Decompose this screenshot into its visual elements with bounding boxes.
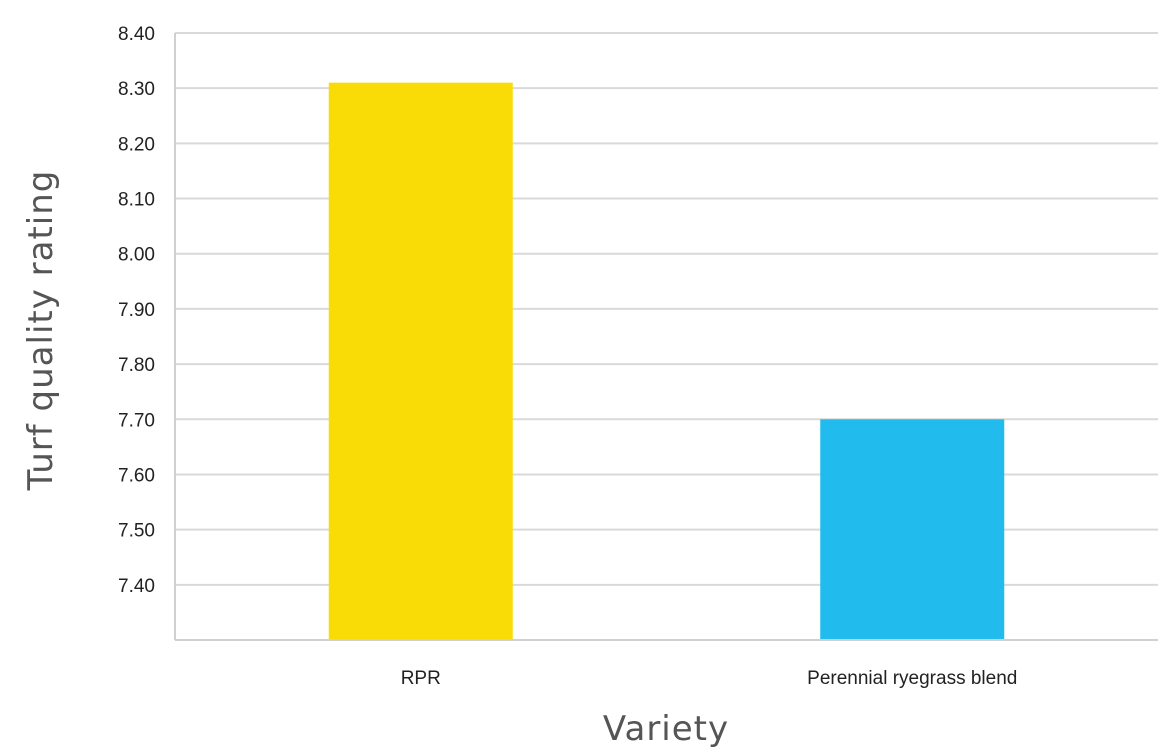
y-tick-label: 7.60	[118, 465, 155, 486]
x-tick-label: Perennial ryegrass blend	[807, 668, 1017, 689]
bar-rpr	[328, 82, 513, 640]
x-tick-labels: RPR Perennial ryegrass blend	[401, 668, 1018, 689]
bar-perennial-ryegrass-blend	[820, 419, 1005, 640]
y-tick-label: 7.40	[118, 576, 155, 597]
y-tick-label: 8.20	[118, 134, 155, 155]
y-tick-label: 7.70	[118, 410, 155, 431]
y-tick-label: 7.50	[118, 521, 155, 542]
y-tick-label: 7.90	[118, 300, 155, 321]
y-tick-label: 7.80	[118, 355, 155, 376]
x-tick-label: RPR	[401, 668, 441, 689]
y-tick-label: 8.30	[118, 79, 155, 100]
y-tick-label: 8.00	[118, 245, 155, 266]
x-axis-title: Variety	[603, 709, 729, 749]
y-tick-label: 8.10	[118, 190, 155, 211]
y-tick-labels: 7.40 7.50 7.60 7.70 7.80 7.90 8.00 8.10 8.20 8.30…	[118, 24, 155, 597]
y-axis-title: Turf quality rating	[21, 170, 61, 492]
bars	[328, 82, 1005, 640]
y-tick-label: 8.40	[118, 24, 155, 45]
gridlines	[175, 32, 1158, 586]
